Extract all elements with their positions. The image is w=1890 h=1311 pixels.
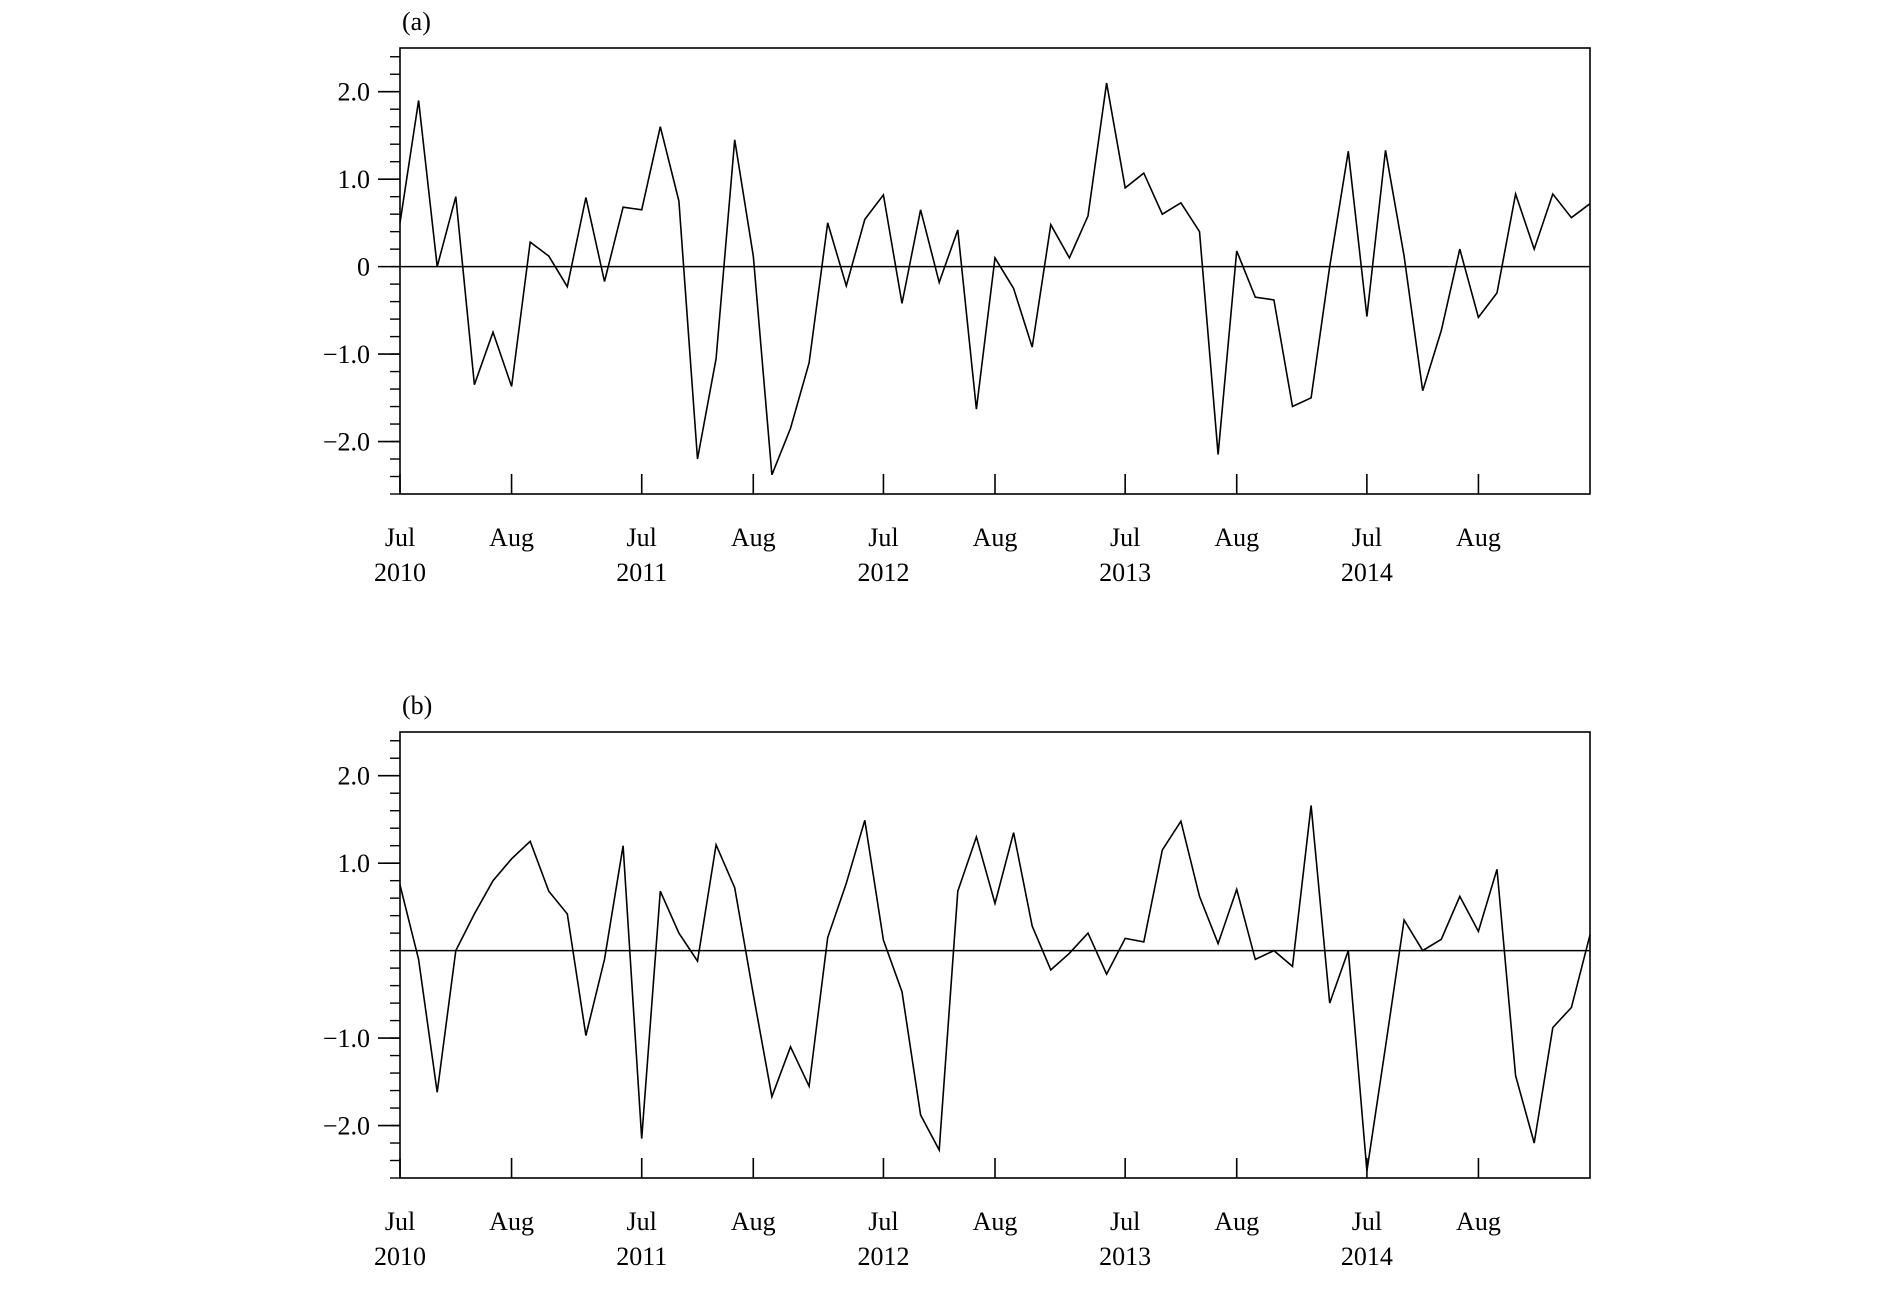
x-tick-month: Jul (1352, 1207, 1382, 1236)
x-tick-month: Jul (627, 523, 657, 552)
x-tick-year: 2012 (857, 558, 909, 587)
panel-label: (b) (402, 691, 432, 720)
x-tick-month: Aug (1456, 523, 1501, 552)
y-tick-label: −2.0 (323, 428, 370, 457)
x-tick-month: Aug (489, 523, 534, 552)
x-tick-month: Jul (868, 523, 898, 552)
panel-a: (a) 2.0 1.0 0 −1.0 −2.0 Jul 2010 Aug Jul 2011 Aug Ju… (323, 7, 1591, 587)
x-tick-year: 2011 (616, 558, 667, 587)
x-tick-month: Aug (731, 523, 776, 552)
x-tick-year: 2013 (1099, 1242, 1151, 1271)
plot-frame (399, 731, 1591, 1179)
x-tick-year: 2014 (1341, 558, 1393, 587)
y-tick-label: 2.0 (338, 78, 371, 107)
y-tick-label: 1.0 (338, 849, 371, 878)
y-tick-label: −2.0 (323, 1112, 370, 1141)
x-tick-year: 2013 (1099, 558, 1151, 587)
y-tick-label: 2.0 (338, 762, 371, 791)
x-tick-month: Aug (1456, 1207, 1501, 1236)
x-tick-month: Jul (385, 523, 415, 552)
y-tick-label: −1.0 (323, 340, 370, 369)
series-line (399, 805, 1591, 1172)
x-tick-month: Aug (1214, 1207, 1259, 1236)
x-tick-month: Jul (627, 1207, 657, 1236)
x-tick-month: Jul (1352, 523, 1382, 552)
x-tick-month: Aug (731, 1207, 776, 1236)
y-tick-label: 1.0 (338, 165, 371, 194)
x-tick-month: Aug (1214, 523, 1259, 552)
panel-label: (a) (402, 7, 431, 36)
x-tick-month: Jul (1110, 523, 1140, 552)
y-tick-label: −1.0 (323, 1024, 370, 1053)
x-tick-month: Aug (973, 1207, 1018, 1236)
panel-b: (b) 2.0 1.0 −1.0 −2.0 Jul 2010 Aug Jul 2011 Aug Jul… (323, 691, 1591, 1271)
x-tick-year: 2010 (374, 558, 426, 587)
x-tick-year: 2012 (857, 1242, 909, 1271)
x-tick-month: Jul (385, 1207, 415, 1236)
x-tick-month: Aug (489, 1207, 534, 1236)
y-tick-label: 0 (357, 253, 370, 282)
x-tick-year: 2011 (616, 1242, 667, 1271)
plot-frame (399, 47, 1591, 495)
x-tick-year: 2014 (1341, 1242, 1393, 1271)
x-tick-month: Aug (973, 523, 1018, 552)
series-line (399, 82, 1591, 476)
x-tick-month: Jul (868, 1207, 898, 1236)
x-tick-month: Jul (1110, 1207, 1140, 1236)
x-tick-year: 2010 (374, 1242, 426, 1271)
